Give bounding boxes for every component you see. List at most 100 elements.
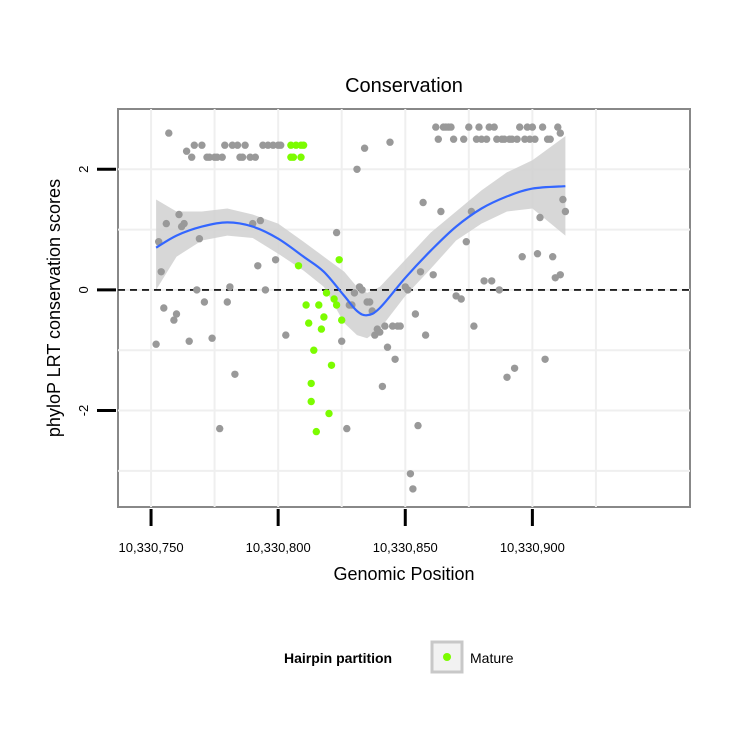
other-point (198, 141, 206, 149)
other-point (490, 123, 498, 131)
other-point (554, 123, 562, 131)
other-point (190, 141, 198, 149)
other-point (449, 135, 458, 143)
other-point (508, 135, 516, 143)
other-point (503, 373, 511, 381)
mature-point (287, 141, 295, 149)
other-point (332, 228, 341, 237)
other-point (269, 141, 277, 149)
other-point (246, 153, 254, 161)
mature-point (305, 319, 313, 327)
other-point (383, 343, 392, 351)
other-point (533, 250, 542, 258)
other-point (218, 153, 226, 161)
other-point (411, 310, 420, 318)
other-point (470, 322, 478, 330)
other-point (414, 421, 422, 430)
other-point (228, 141, 237, 149)
other-point (500, 135, 509, 143)
other-point (416, 268, 425, 276)
other-point (457, 295, 465, 303)
other-point (282, 331, 290, 339)
mature-point (322, 289, 331, 297)
other-point (432, 123, 440, 131)
mature-point (294, 262, 303, 270)
other-point (188, 153, 196, 161)
other-point (538, 123, 547, 131)
mature-point (327, 361, 336, 369)
other-point (495, 286, 503, 294)
other-point (556, 271, 564, 279)
confidence-band-layer (156, 136, 566, 339)
confidence-band (156, 136, 566, 339)
other-point (559, 195, 567, 204)
other-point (213, 153, 221, 161)
legend-title: Hairpin partition (284, 650, 392, 666)
other-point (193, 286, 201, 294)
other-point (381, 322, 389, 330)
other-point (434, 135, 442, 143)
other-point (561, 207, 570, 216)
mature-point (312, 427, 320, 436)
other-point (549, 253, 557, 261)
other-point (358, 286, 366, 294)
other-point (238, 153, 247, 161)
other-point (170, 316, 178, 324)
other-point (396, 322, 404, 330)
mature-point (317, 325, 326, 333)
other-point (162, 219, 170, 228)
other-point (528, 123, 537, 131)
other-point (493, 135, 501, 143)
y-tick-label: -2 (76, 405, 91, 417)
other-point (516, 123, 524, 131)
other-point (205, 153, 214, 161)
plot-panel (117, 108, 691, 508)
x-tick-label: 10,330,900 (500, 540, 565, 555)
mature-point (330, 295, 338, 303)
mature-point (302, 301, 310, 309)
other-point (221, 141, 229, 149)
other-point (378, 382, 387, 391)
other-point (160, 304, 168, 312)
other-point (536, 213, 544, 222)
other-point (376, 328, 384, 336)
other-point (546, 135, 554, 143)
other-point (409, 485, 417, 493)
x-axis-title: Genomic Position (333, 564, 474, 584)
other-point (541, 355, 549, 363)
panel-border (117, 108, 691, 508)
other-point (482, 135, 491, 143)
trend-line (155, 185, 566, 317)
trend-line-layer (155, 185, 566, 317)
other-point (462, 238, 470, 246)
other-point (271, 256, 280, 264)
mature-point (332, 301, 341, 309)
other-point (185, 337, 193, 345)
mature-point (335, 256, 343, 264)
other-point (465, 123, 473, 131)
other-point (241, 141, 249, 149)
other-point (523, 123, 531, 131)
other-point (200, 298, 209, 306)
other-point (366, 298, 374, 306)
y-tick-label: 2 (76, 166, 91, 173)
other-point (477, 135, 486, 143)
mature-point (325, 409, 333, 418)
other-point (216, 424, 224, 433)
mature-point (338, 316, 346, 324)
other-point (338, 337, 346, 345)
other-point (386, 138, 394, 146)
other-point (488, 277, 496, 285)
mature-point (307, 397, 315, 406)
mature-point (297, 153, 305, 161)
x-tick-label: 10,330,850 (373, 540, 438, 555)
other-point (155, 238, 163, 246)
mature-point (289, 153, 298, 161)
other-point (360, 144, 369, 152)
other-point (406, 470, 415, 478)
other-point (208, 334, 216, 342)
other-point (172, 310, 181, 318)
other-point (475, 123, 483, 131)
other-point (513, 135, 521, 143)
other-point (421, 331, 430, 339)
